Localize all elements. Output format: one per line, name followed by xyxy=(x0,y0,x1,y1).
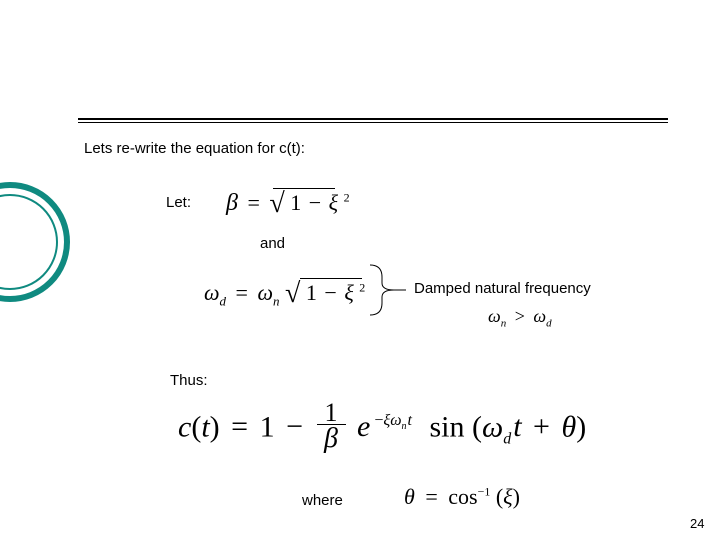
label-and: and xyxy=(260,235,285,252)
rpar: ) xyxy=(210,410,220,443)
eq-beta: β = √ 1 − ξ 2 xyxy=(226,186,350,218)
cos-sup: −1 xyxy=(478,485,491,499)
radicand: 1 − ξ 2 xyxy=(290,190,349,215)
eq-omegad: ωd = ωn √ 1 − ξ 2 xyxy=(204,276,365,309)
sup2: 2 xyxy=(344,191,350,205)
xi: ξ xyxy=(503,484,512,509)
one: 1 xyxy=(290,190,301,215)
sup2: 2 xyxy=(359,281,365,295)
sqrt-sign: √ xyxy=(269,188,284,219)
page-number: 24 xyxy=(690,516,704,531)
cos: cos xyxy=(448,484,477,509)
e: e xyxy=(357,410,370,443)
label-where: where xyxy=(302,492,343,509)
label-damped: Damped natural frequency xyxy=(414,280,591,297)
arg-d: d xyxy=(503,430,511,447)
sqrt-bar-beta xyxy=(273,188,335,189)
arg-t: t xyxy=(513,410,521,443)
exp: −ξωnt xyxy=(370,412,416,429)
frac-den: β xyxy=(317,425,346,453)
radicand: 1 − ξ 2 xyxy=(306,280,365,305)
minus: − xyxy=(324,280,336,305)
sin: sin xyxy=(429,410,464,443)
sub-d: d xyxy=(220,293,227,308)
sub-n: n xyxy=(501,318,507,330)
sym-beta: β xyxy=(226,190,238,216)
sqrt-bar-omegad xyxy=(300,278,362,279)
label-thus: Thus: xyxy=(170,372,208,389)
eq-theta: θ = cos−1 (ξ) xyxy=(404,484,520,510)
sym-omega-d: ω xyxy=(533,306,546,326)
exp-t: t xyxy=(408,412,412,429)
decor-circle-outer xyxy=(0,182,70,302)
sym-omega2: ω xyxy=(257,280,273,305)
lpar: ( xyxy=(191,410,201,443)
eq: = xyxy=(425,484,437,509)
sym-eq: = xyxy=(247,190,259,215)
minus: − xyxy=(286,410,303,443)
label-let: Let: xyxy=(166,194,191,211)
arg-rpar: ) xyxy=(576,410,586,443)
arg-theta: θ xyxy=(561,410,576,443)
one1: 1 xyxy=(260,410,275,443)
xi: ξ xyxy=(344,280,353,305)
line-rewrite: Lets re-write the equation for c(t): xyxy=(84,140,305,157)
frac: 1 β xyxy=(317,402,346,453)
eq-omega-ineq: ωn > ωd xyxy=(488,306,552,330)
sym-eq: = xyxy=(236,280,248,305)
eq-c-of-t: c(t) = 1 − 1 β e −ξωnt sin (ωdt + θ) xyxy=(178,404,586,455)
arg-lpar: ( xyxy=(472,410,482,443)
arg-w: ω xyxy=(482,410,503,443)
c: c xyxy=(178,410,191,443)
sub-n: n xyxy=(273,293,280,308)
brace-icon xyxy=(368,263,406,317)
t: t xyxy=(201,410,209,443)
slide: Lets re-write the equation for c(t): Let… xyxy=(0,0,720,540)
sym-omega-n: ω xyxy=(488,306,501,326)
sup-one: 1 xyxy=(484,485,490,499)
one: 1 xyxy=(306,280,317,305)
sub-d: d xyxy=(546,318,552,330)
sym-omega1: ω xyxy=(204,280,220,305)
frac-num: 1 xyxy=(317,402,346,425)
rule-bottom xyxy=(78,122,668,123)
sym-gt: > xyxy=(515,306,525,326)
arg-plus: + xyxy=(533,410,550,443)
theta: θ xyxy=(404,484,415,509)
rpar: ) xyxy=(513,484,520,509)
minus: − xyxy=(309,190,321,215)
rule-top xyxy=(78,118,668,120)
exp-n: n xyxy=(402,422,407,433)
xi: ξ xyxy=(329,190,338,215)
exp-w: ω xyxy=(390,412,401,429)
eq1: = xyxy=(231,410,248,443)
sqrt-sign: √ xyxy=(285,278,300,309)
